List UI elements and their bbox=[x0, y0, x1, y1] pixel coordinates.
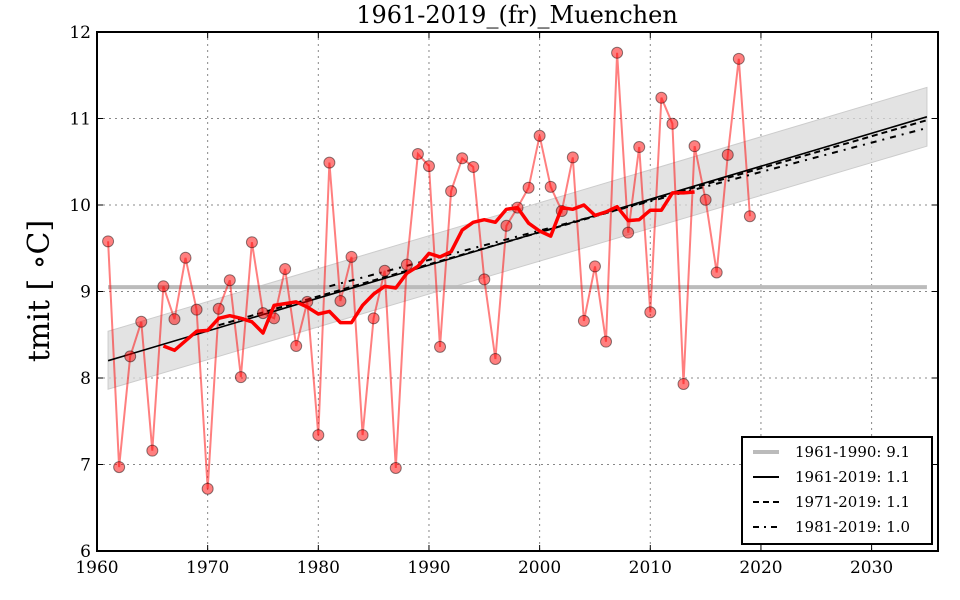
data-point-1970 bbox=[201, 482, 214, 495]
data-point-1990 bbox=[422, 160, 435, 173]
data-point-1969 bbox=[190, 303, 203, 316]
data-point-2009 bbox=[633, 141, 646, 154]
y-tick-label: 10 bbox=[69, 196, 91, 216]
data-point-1967 bbox=[168, 313, 181, 326]
data-point-1995 bbox=[478, 273, 491, 286]
y-tick-label: 9 bbox=[80, 283, 91, 303]
data-point-2016 bbox=[710, 266, 723, 279]
y-tick-label: 6 bbox=[80, 542, 91, 562]
data-point-1974 bbox=[245, 236, 258, 249]
data-point-1987 bbox=[389, 461, 402, 474]
data-point-1984 bbox=[356, 429, 369, 442]
data-point-1991 bbox=[434, 340, 447, 353]
data-point-2019 bbox=[743, 210, 756, 223]
data-point-1962 bbox=[113, 461, 126, 474]
y-tick-label: 7 bbox=[80, 456, 91, 476]
data-point-1992 bbox=[445, 185, 458, 198]
data-point-1986 bbox=[378, 264, 391, 277]
data-point-1994 bbox=[467, 160, 480, 173]
x-tick-label: 2010 bbox=[629, 558, 672, 578]
data-point-2005 bbox=[588, 260, 601, 273]
data-point-1965 bbox=[146, 444, 159, 457]
data-point-1982 bbox=[334, 295, 347, 308]
data-point-1973 bbox=[234, 371, 247, 384]
data-point-1964 bbox=[135, 315, 148, 328]
y-tick-label: 12 bbox=[69, 23, 91, 43]
y-tick-label: 8 bbox=[80, 369, 91, 389]
data-point-1963 bbox=[124, 350, 137, 363]
data-point-1999 bbox=[522, 181, 535, 194]
data-point-1993 bbox=[456, 152, 469, 165]
data-point-1985 bbox=[367, 312, 380, 325]
data-point-1978 bbox=[290, 339, 303, 352]
chart-title: 1961-2019_(fr)_Muenchen bbox=[356, 1, 678, 29]
legend-label-trend-1971: 1971-2019: 1.1 bbox=[795, 493, 910, 511]
data-point-1996 bbox=[489, 352, 502, 365]
data-point-2007 bbox=[611, 46, 624, 59]
legend-label-trend-1981: 1981-2019: 1.0 bbox=[795, 518, 910, 536]
y-tick-label: 11 bbox=[69, 110, 91, 130]
data-point-2006 bbox=[600, 335, 613, 348]
data-point-1981 bbox=[323, 156, 336, 169]
data-point-2010 bbox=[644, 306, 657, 319]
data-point-1975 bbox=[256, 307, 269, 320]
x-tick-label: 2000 bbox=[518, 558, 561, 578]
data-point-2012 bbox=[666, 117, 679, 130]
data-point-1968 bbox=[179, 251, 192, 264]
data-point-1972 bbox=[223, 274, 236, 287]
data-point-2018 bbox=[732, 52, 745, 65]
data-point-2014 bbox=[688, 140, 701, 153]
x-tick-label: 1970 bbox=[186, 558, 229, 578]
x-tick-label: 2020 bbox=[739, 558, 782, 578]
data-point-2008 bbox=[622, 226, 635, 239]
x-tick-label: 1990 bbox=[407, 558, 450, 578]
data-point-1961 bbox=[102, 235, 115, 248]
legend-label-trend-1961: 1961-2019: 1.1 bbox=[795, 468, 910, 486]
plot-series bbox=[102, 46, 928, 495]
trend-1981-2019 bbox=[329, 127, 928, 288]
data-point-2013 bbox=[677, 378, 690, 391]
plot-area: 1960 1970 1980 1990 2000 2010 2020 2030 6 7 8 9 10 11… bbox=[69, 23, 939, 578]
data-point-2001 bbox=[544, 180, 557, 193]
data-point-1977 bbox=[279, 263, 292, 276]
data-point-2003 bbox=[566, 151, 579, 164]
data-point-2015 bbox=[699, 193, 712, 206]
data-point-1966 bbox=[157, 280, 170, 293]
legend-label-baseline: 1961-1990: 9.1 bbox=[795, 443, 910, 461]
y-axis-label: tmit [ ∘C] bbox=[22, 220, 57, 362]
data-point-1983 bbox=[345, 250, 358, 263]
data-point-2011 bbox=[655, 91, 668, 104]
data-point-1989 bbox=[411, 147, 424, 160]
legend: 1961-1990: 9.1 1961-2019: 1.1 1971-2019:… bbox=[741, 436, 933, 545]
data-point-2004 bbox=[577, 314, 590, 327]
data-point-1971 bbox=[212, 302, 225, 315]
x-tick-label: 1960 bbox=[75, 558, 118, 578]
x-tick-label: 1980 bbox=[297, 558, 340, 578]
data-point-2000 bbox=[533, 129, 546, 142]
data-point-1980 bbox=[312, 429, 325, 442]
trend-1961-2019 bbox=[107, 116, 928, 362]
trend-1971-2019 bbox=[218, 119, 928, 327]
data-point-1988 bbox=[400, 258, 413, 271]
running-mean-line bbox=[162, 190, 695, 353]
x-tick-label: 2030 bbox=[850, 558, 893, 578]
data-point-1997 bbox=[500, 219, 513, 232]
data-point-2017 bbox=[721, 148, 734, 161]
